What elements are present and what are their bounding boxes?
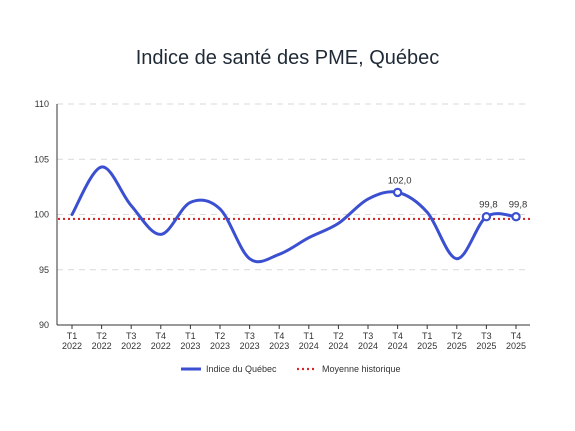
series-line-indice-du-quebec bbox=[70, 165, 518, 264]
x-tick-label: T4 bbox=[511, 331, 522, 341]
x-tick-label: T2 bbox=[452, 331, 463, 341]
x-tick-label-year: 2022 bbox=[92, 341, 112, 351]
x-tick-label: T3 bbox=[244, 331, 255, 341]
x-tick-label-year: 2022 bbox=[121, 341, 141, 351]
x-tick-label: T1 bbox=[304, 331, 315, 341]
x-tick-label-year: 2022 bbox=[62, 341, 82, 351]
data-label: 99,8 bbox=[509, 200, 528, 211]
x-tick-label: T3 bbox=[363, 331, 374, 341]
legend-label-moyenne-historique: Moyenne historique bbox=[322, 364, 401, 374]
x-tick-label-year: 2023 bbox=[210, 341, 230, 351]
x-tick-label-year: 2024 bbox=[358, 341, 378, 351]
data-label: 99,8 bbox=[479, 200, 498, 211]
x-tick-label: T1 bbox=[67, 331, 78, 341]
x-tick-label: T1 bbox=[422, 331, 433, 341]
x-tick-label-year: 2025 bbox=[506, 341, 526, 351]
x-tick-label: T4 bbox=[392, 331, 403, 341]
x-tick-label: T2 bbox=[215, 331, 226, 341]
chart-title: Indice de santé des PME, Québec bbox=[135, 47, 440, 69]
data-label: 102,0 bbox=[388, 175, 412, 186]
y-tick-label: 95 bbox=[39, 265, 49, 275]
x-tick-label-year: 2023 bbox=[180, 341, 200, 351]
data-point-marker bbox=[392, 187, 403, 198]
x-tick-label-year: 2025 bbox=[476, 341, 496, 351]
x-tick-label: T2 bbox=[333, 331, 344, 341]
data-point-marker bbox=[481, 212, 492, 222]
x-tick-label-year: 2023 bbox=[240, 341, 260, 351]
x-tick-label: T3 bbox=[481, 331, 492, 341]
x-tick-label: T4 bbox=[156, 331, 167, 341]
y-tick-label: 110 bbox=[35, 99, 49, 109]
x-tick-label: T4 bbox=[274, 331, 285, 341]
x-tick-label-year: 2025 bbox=[417, 341, 437, 351]
x-tick-label: T3 bbox=[126, 331, 137, 341]
x-tick-label: T2 bbox=[96, 331, 107, 341]
x-tick-label-year: 2024 bbox=[299, 341, 319, 351]
x-tick-label: T1 bbox=[185, 331, 196, 341]
y-tick-label: 100 bbox=[34, 210, 49, 220]
data-point-marker bbox=[511, 212, 521, 222]
y-tick-label: 90 bbox=[39, 320, 49, 330]
x-tick-label-year: 2024 bbox=[388, 341, 408, 351]
x-tick-label-year: 2025 bbox=[447, 341, 467, 351]
x-tick-label-year: 2024 bbox=[328, 341, 348, 351]
x-tick-label-year: 2023 bbox=[269, 341, 289, 351]
x-tick-label-year: 2022 bbox=[151, 341, 171, 351]
legend-label-indice-du-quebec: Indice du Québec bbox=[206, 364, 277, 374]
y-tick-label: 105 bbox=[34, 154, 49, 164]
